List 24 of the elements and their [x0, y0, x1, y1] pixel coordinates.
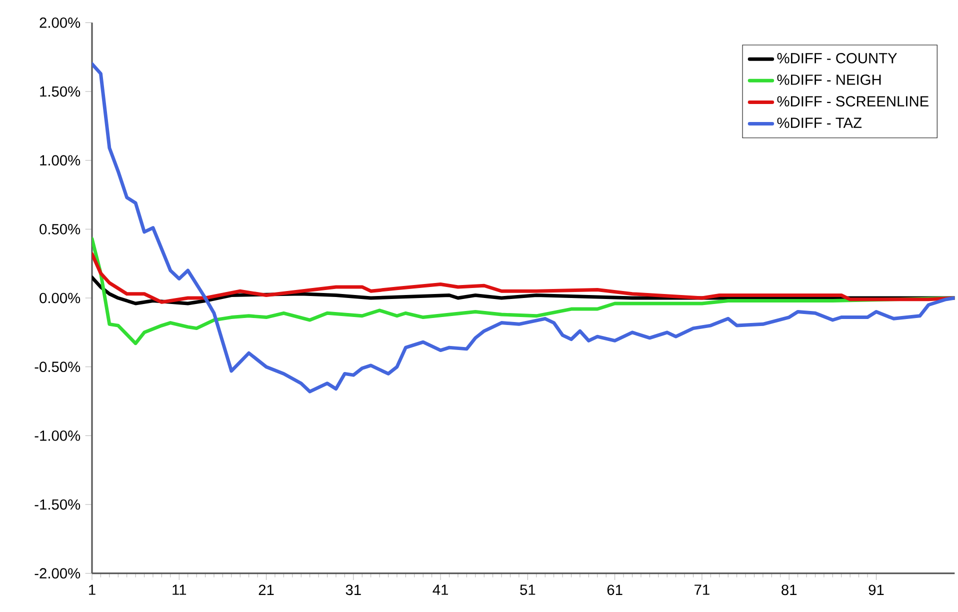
y-tick-label: -1.50%	[34, 499, 80, 510]
x-tick-label: 61	[607, 584, 622, 596]
legend-label: %DIFF - TAZ	[777, 118, 862, 128]
x-tick-label: 31	[346, 584, 361, 596]
y-tick-label: 1.00%	[40, 155, 80, 166]
line-series	[92, 62, 955, 394]
y-tick-label: -0.50%	[34, 362, 80, 372]
x-tick-label: 11	[172, 584, 186, 595]
y-tick-label: -2.00%	[34, 568, 80, 579]
legend-label: %DIFF - SCREENLINE	[777, 96, 928, 106]
y-tick-label: 1.50%	[40, 86, 80, 97]
x-tick-label: 1	[89, 584, 96, 595]
x-tick-label: 51	[520, 584, 536, 595]
x-tick-label: 91	[868, 584, 884, 596]
x-tick-label: 81	[782, 584, 797, 596]
x-tick-label: 21	[258, 584, 274, 595]
x-tick-label: 41	[432, 584, 448, 595]
y-tick-label: 0.00%	[40, 292, 80, 304]
y-tick-label: -1.00%	[34, 430, 80, 441]
x-tick-label: 71	[694, 584, 710, 595]
y-tick-label: 0.50%	[40, 224, 80, 234]
legend-label: %DIFF - COUNTY	[777, 52, 897, 64]
y-tick-label: 2.00%	[40, 18, 80, 28]
legend-label: %DIFF - NEIGH	[777, 74, 881, 85]
